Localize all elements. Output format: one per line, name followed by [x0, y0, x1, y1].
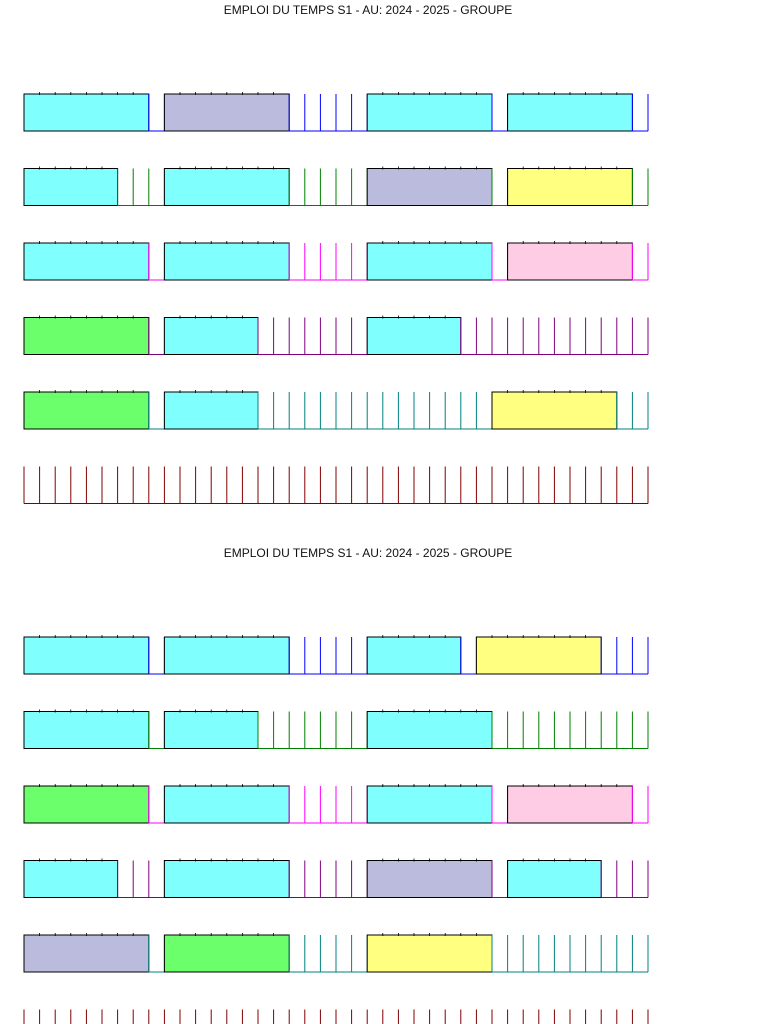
free-slot[interactable] — [148, 711, 165, 749]
course-block[interactable] — [475, 636, 602, 675]
course-block[interactable] — [163, 934, 290, 973]
course-block[interactable] — [23, 317, 150, 355]
course-block[interactable] — [366, 168, 493, 206]
free-slot[interactable] — [460, 317, 649, 355]
course-block[interactable] — [366, 636, 462, 675]
course-block[interactable] — [507, 785, 633, 824]
course-block[interactable] — [366, 242, 493, 281]
free-slot[interactable] — [23, 466, 649, 504]
free-slot[interactable] — [631, 786, 649, 824]
free-slot[interactable] — [148, 637, 165, 675]
course-block[interactable] — [163, 785, 290, 824]
free-slot[interactable] — [491, 168, 509, 206]
timetable-1 — [23, 92, 649, 504]
free-slot[interactable] — [460, 637, 477, 675]
free-slot[interactable] — [288, 168, 368, 206]
free-slot[interactable] — [148, 786, 165, 824]
course-block[interactable] — [366, 93, 493, 132]
course-block[interactable] — [163, 860, 290, 898]
course-block[interactable] — [23, 934, 150, 973]
free-slot[interactable] — [600, 860, 649, 898]
free-slot[interactable] — [288, 786, 368, 824]
free-slot[interactable] — [148, 317, 165, 355]
course-block[interactable] — [163, 168, 290, 206]
course-block[interactable] — [163, 93, 290, 132]
free-slot[interactable] — [491, 860, 509, 898]
course-block[interactable] — [507, 860, 602, 898]
day-row — [23, 635, 649, 675]
free-slot[interactable] — [23, 1009, 649, 1024]
course-block[interactable] — [507, 168, 633, 206]
day-row — [23, 166, 649, 206]
course-block[interactable] — [163, 711, 259, 749]
course-block[interactable] — [23, 636, 150, 675]
timetable-title-2: EMPLOI DU TEMPS S1 - AU: 2024 - 2025 - G… — [223, 546, 513, 560]
course-block[interactable] — [23, 711, 150, 749]
free-slot[interactable] — [491, 786, 509, 824]
day-row — [23, 784, 649, 824]
course-block[interactable] — [23, 860, 119, 898]
free-slot[interactable] — [117, 860, 165, 898]
free-slot[interactable] — [148, 392, 165, 430]
free-slot[interactable] — [491, 711, 649, 749]
free-slot[interactable] — [631, 168, 649, 206]
course-block[interactable] — [507, 93, 633, 132]
free-slot[interactable] — [288, 637, 368, 675]
free-slot[interactable] — [600, 637, 649, 675]
timetable-2 — [23, 635, 649, 1024]
free-slot[interactable] — [631, 94, 649, 132]
course-block[interactable] — [163, 636, 290, 675]
day-row — [23, 241, 649, 281]
course-block[interactable] — [366, 934, 493, 973]
course-block[interactable] — [366, 711, 493, 749]
day-row — [23, 466, 649, 504]
course-block[interactable] — [163, 317, 259, 355]
course-block[interactable] — [366, 860, 493, 898]
day-row — [23, 1009, 649, 1024]
free-slot[interactable] — [148, 935, 165, 973]
course-block[interactable] — [23, 93, 150, 132]
free-slot[interactable] — [491, 94, 509, 132]
course-block[interactable] — [163, 242, 290, 281]
free-slot[interactable] — [257, 711, 368, 749]
course-block[interactable] — [163, 391, 259, 430]
free-slot[interactable] — [257, 317, 368, 355]
course-block[interactable] — [491, 391, 618, 430]
day-row — [23, 709, 649, 749]
free-slot[interactable] — [148, 243, 165, 281]
free-slot[interactable] — [257, 392, 493, 430]
free-slot[interactable] — [616, 392, 649, 430]
day-row — [23, 92, 649, 132]
free-slot[interactable] — [288, 935, 368, 973]
day-row — [23, 858, 649, 898]
day-row — [23, 315, 649, 355]
day-row — [23, 933, 649, 973]
course-block[interactable] — [366, 317, 462, 355]
free-slot[interactable] — [288, 94, 368, 132]
course-block[interactable] — [23, 785, 150, 824]
free-slot[interactable] — [288, 243, 368, 281]
course-block[interactable] — [23, 168, 119, 206]
timetable-title: EMPLOI DU TEMPS S1 - AU: 2024 - 2025 - G… — [223, 3, 513, 17]
free-slot[interactable] — [117, 168, 165, 206]
course-block[interactable] — [366, 785, 493, 824]
course-block[interactable] — [507, 242, 633, 281]
free-slot[interactable] — [491, 243, 509, 281]
day-row — [23, 390, 649, 430]
course-block[interactable] — [23, 242, 150, 281]
course-block[interactable] — [23, 391, 150, 430]
free-slot[interactable] — [631, 243, 649, 281]
free-slot[interactable] — [288, 860, 368, 898]
free-slot[interactable] — [491, 935, 649, 973]
free-slot[interactable] — [148, 94, 165, 132]
